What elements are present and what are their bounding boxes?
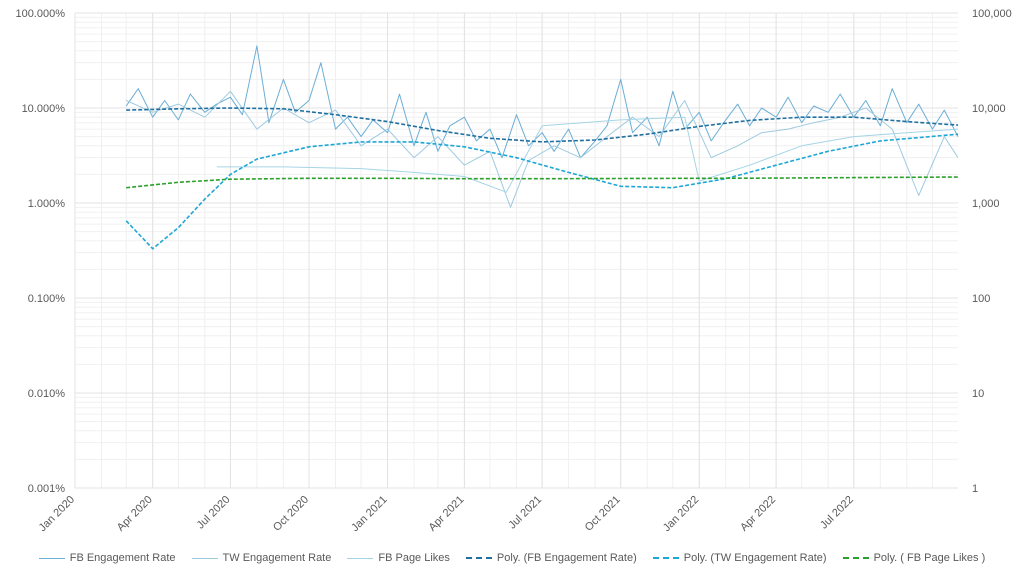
legend-swatch [347,557,374,559]
chart-plot: 0.001%0.010%0.100%1.000%10.000%100.000% … [15,8,1012,534]
y-right-tick-label: 1 [972,483,978,495]
x-tick-label: Jan 2020 [37,494,77,534]
series-tw-engagement-rate [125,90,959,208]
chart-legend: FB Engagement Rate TW Engagement Rate FB P… [0,548,1024,568]
y-axis-left-ticks: 0.001% 0.010% 0.100% 1.000% 10.000% 100.000% [15,8,65,495]
major-gridlines [74,12,958,489]
minor-gridlines [74,13,958,488]
series-poly-fb-page-likes [126,176,959,189]
y-left-tick-label: 100.000% [15,8,65,20]
x-tick-label: Jan 2021 [349,494,389,534]
x-tick-label: Apr 2021 [426,494,466,534]
legend-item-fb-engagement-rate: FB Engagement Rate [38,552,176,564]
x-tick-label: Apr 2020 [115,494,155,534]
legend-item-poly-fb-engagement-rate: Poly. (FB Engagement Rate) [465,552,637,564]
legend-label: FB Page Likes [378,552,450,564]
series-fb-page-likes [216,116,959,193]
x-tick-label: Jan 2022 [661,494,701,534]
x-tick-label: Apr 2022 [738,494,778,534]
y-right-tick-label: 100 [972,293,990,305]
legend-swatch [465,557,492,559]
legend-item-tw-engagement-rate: TW Engagement Rate [191,552,332,564]
series-fb-engagement-rate [125,45,959,159]
y-left-tick-label: 0.100% [28,293,66,305]
y-left-tick-label: 1.000% [28,198,66,210]
y-axis-right-ticks: 1 10 100 1,000 10,000 100,000 [972,8,1012,495]
x-tick-label: Oct 2020 [271,494,311,534]
x-tick-label: Jul 2021 [506,494,544,532]
legend-item-poly-tw-engagement-rate: Poly. (TW Engagement Rate) [652,552,827,564]
y-left-tick-label: 0.001% [28,483,66,495]
y-left-tick-label: 10.000% [22,103,66,115]
legend-item-poly-fb-page-likes: Poly. ( FB Page Likes ) [842,552,986,564]
legend-swatch [191,557,218,559]
x-axis-ticks: Jan 2020 Apr 2020 Jul 2020 Oct 2020 Jan 2021… [37,494,856,534]
legend-label: Poly. (TW Engagement Rate) [683,552,827,564]
legend-label: TW Engagement Rate [222,552,332,564]
x-tick-label: Jul 2020 [195,494,233,532]
y-right-tick-label: 10,000 [972,103,1006,115]
y-right-tick-label: 100,000 [972,8,1012,20]
legend-item-fb-page-likes: FB Page Likes [347,552,450,564]
legend-swatch [38,557,65,559]
x-tick-label: Jul 2022 [818,494,856,532]
series-poly-fb-engagement-rate [126,107,959,143]
legend-label: Poly. (FB Engagement Rate) [496,552,637,564]
y-right-tick-label: 1,000 [972,198,1000,210]
x-tick-label: Oct 2021 [583,494,623,534]
series-poly-tw-engagement-rate [125,133,959,250]
y-left-tick-label: 0.010% [28,388,66,400]
legend-swatch [842,557,869,559]
series-layer [125,45,959,250]
y-right-tick-label: 10 [972,388,984,400]
legend-swatch [652,557,679,559]
legend-label: Poly. ( FB Page Likes ) [873,552,986,564]
legend-label: FB Engagement Rate [69,552,176,564]
